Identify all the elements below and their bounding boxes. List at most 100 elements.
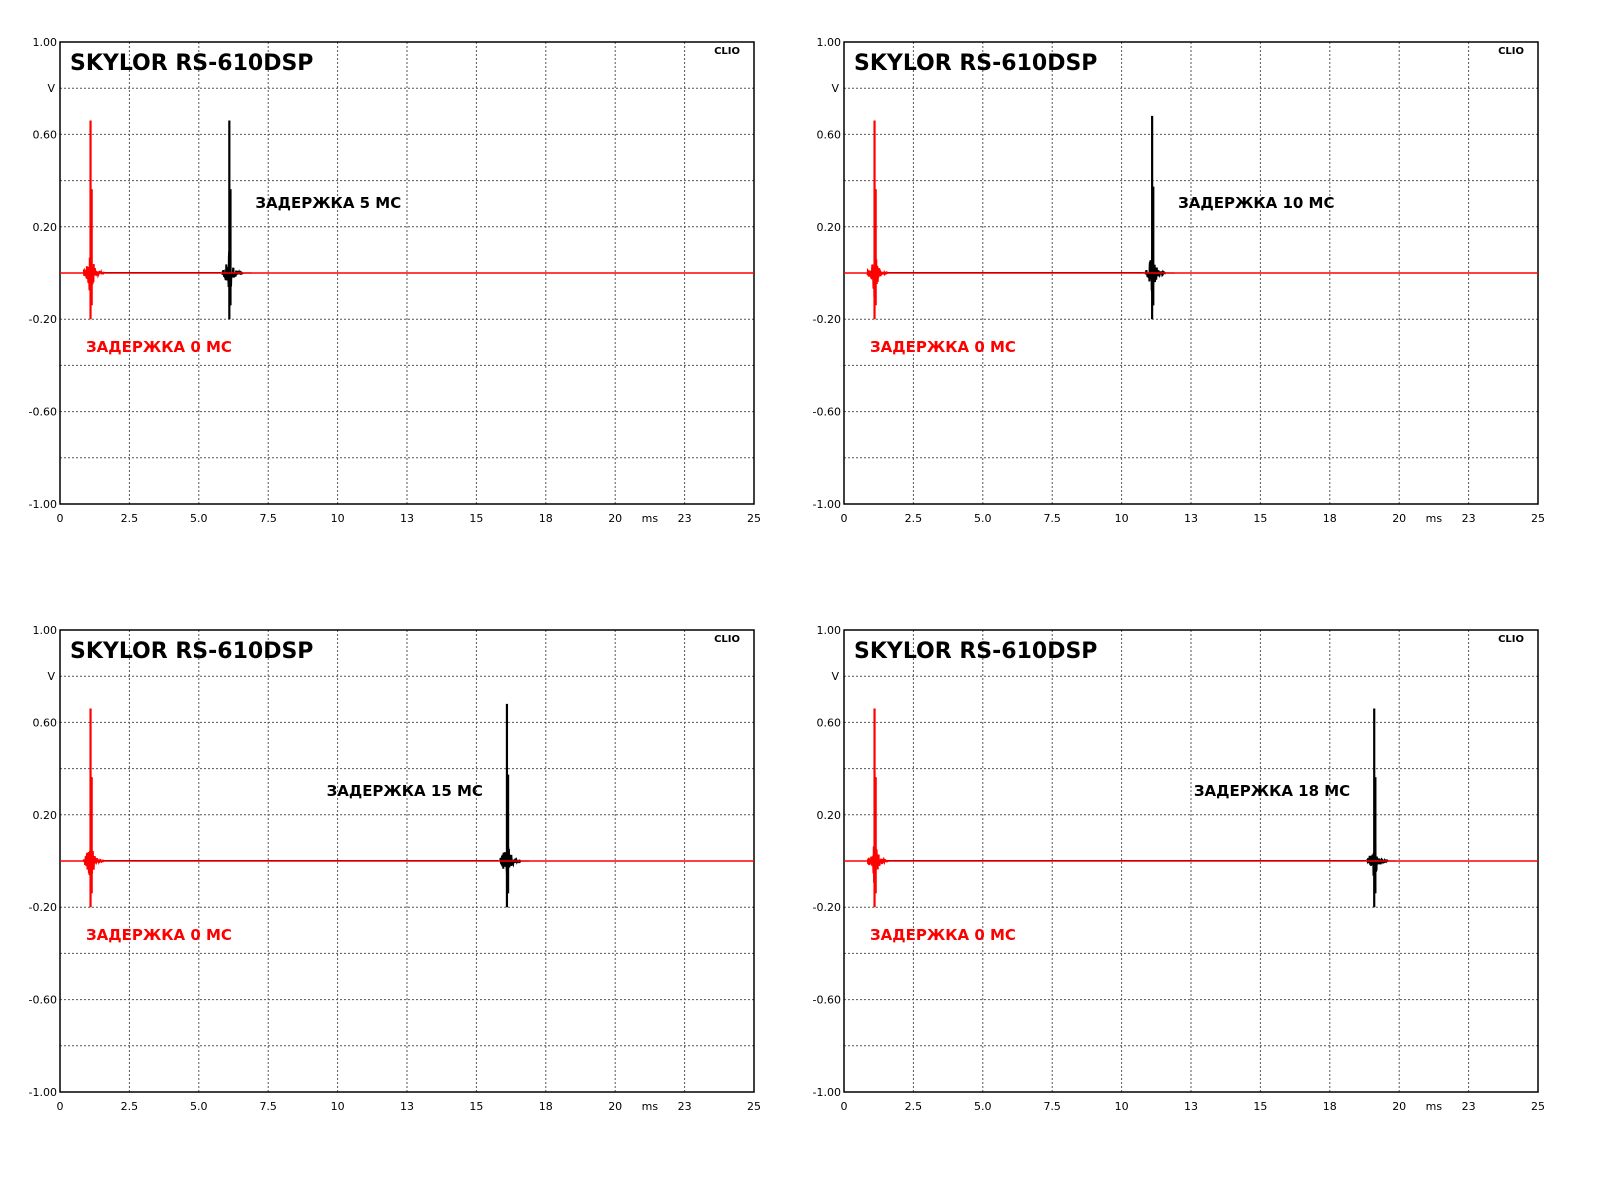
- x-tick-label: 7.5: [1043, 1100, 1061, 1113]
- x-tick-label: 23: [678, 1100, 692, 1113]
- y-tick-label: -0.60: [29, 994, 57, 1007]
- x-tick-label: 20: [1392, 512, 1406, 525]
- x-tick-label: 0: [57, 1100, 64, 1113]
- x-tick-label: 15: [1253, 512, 1267, 525]
- brand-logo: CLIO: [1498, 46, 1524, 57]
- chart-title: SKYLOR RS-610DSP: [854, 51, 1097, 76]
- chart-panel-1: 1.00 0.60 0.20 -0.20 -0.60 -1.00 V 0 2.5 5.0 7.5 10…: [29, 36, 761, 525]
- y-tick-label: -0.20: [813, 313, 841, 326]
- series-label-reference: ЗАДЕРЖКА 0 МС: [870, 926, 1016, 944]
- chart-panel-4: 1.00 0.60 0.20 -0.20 -0.60 -1.00 V 0 2.5 5.0 7.5 10…: [813, 624, 1545, 1113]
- y-tick-label: 0.60: [817, 128, 842, 141]
- y-tick-label: -0.60: [813, 406, 841, 419]
- y-axis-label: V: [47, 82, 55, 95]
- grid-lines: [60, 630, 754, 1092]
- x-tick-label: 18: [539, 512, 553, 525]
- y-tick-label: 0.60: [33, 716, 58, 729]
- x-tick-label: 25: [1531, 512, 1545, 525]
- y-tick-label: -0.60: [29, 406, 57, 419]
- series-label-reference: ЗАДЕРЖКА 0 МС: [86, 926, 232, 944]
- chart-panel-3: 1.00 0.60 0.20 -0.20 -0.60 -1.00 V 0 2.5 5.0 7.5 10…: [29, 624, 761, 1113]
- y-tick-label: 1.00: [817, 36, 842, 49]
- x-tick-label: 25: [1531, 1100, 1545, 1113]
- x-tick-label: 0: [841, 1100, 848, 1113]
- x-tick-label: 23: [1462, 512, 1476, 525]
- x-axis-unit-label: ms: [1426, 512, 1443, 525]
- y-tick-label: -0.20: [813, 901, 841, 914]
- x-tick-label: 13: [400, 1100, 414, 1113]
- x-axis-unit-label: ms: [642, 1100, 659, 1113]
- x-tick-label: 5.0: [190, 512, 208, 525]
- chart-title: SKYLOR RS-610DSP: [854, 639, 1097, 664]
- x-tick-label: 15: [469, 512, 483, 525]
- series-reference: [60, 708, 754, 908]
- series-label-reference: ЗАДЕРЖКА 0 МС: [86, 338, 232, 356]
- y-axis-label: V: [47, 670, 55, 683]
- brand-logo: CLIO: [1498, 634, 1524, 645]
- y-tick-label: 1.00: [33, 36, 58, 49]
- y-tick-label: -0.20: [29, 313, 57, 326]
- x-tick-label: 2.5: [905, 512, 923, 525]
- x-tick-label: 15: [1253, 1100, 1267, 1113]
- grid-lines: [60, 42, 754, 504]
- x-axis-unit-label: ms: [642, 512, 659, 525]
- x-tick-label: 23: [1462, 1100, 1476, 1113]
- y-axis-label: V: [831, 82, 839, 95]
- series-label-delayed: ЗАДЕРЖКА 5 МС: [255, 194, 401, 212]
- y-tick-label: 0.20: [817, 221, 842, 234]
- x-tick-label: 20: [1392, 1100, 1406, 1113]
- y-tick-label: -1.00: [813, 1086, 841, 1099]
- y-axis-label: V: [831, 670, 839, 683]
- x-tick-label: 2.5: [905, 1100, 923, 1113]
- x-tick-label: 0: [57, 512, 64, 525]
- y-tick-label: 0.60: [33, 128, 58, 141]
- y-tick-label: -0.60: [813, 994, 841, 1007]
- x-tick-label: 0: [841, 512, 848, 525]
- y-tick-label: 0.20: [817, 809, 842, 822]
- y-tick-label: -0.20: [29, 901, 57, 914]
- x-tick-label: 7.5: [259, 1100, 277, 1113]
- grid-lines: [844, 630, 1538, 1092]
- x-tick-label: 13: [400, 512, 414, 525]
- series-label-delayed: ЗАДЕРЖКА 10 МС: [1178, 194, 1334, 212]
- series-reference: [60, 120, 754, 320]
- x-tick-label: 10: [331, 512, 345, 525]
- y-tick-label: -1.00: [29, 1086, 57, 1099]
- x-axis-unit-label: ms: [1426, 1100, 1443, 1113]
- y-tick-label: -1.00: [813, 498, 841, 511]
- x-tick-label: 7.5: [1043, 512, 1061, 525]
- brand-logo: CLIO: [714, 634, 740, 645]
- y-tick-label: 1.00: [33, 624, 58, 637]
- y-tick-label: 0.20: [33, 809, 58, 822]
- x-tick-label: 5.0: [974, 1100, 992, 1113]
- series-label-delayed: ЗАДЕРЖКА 15 МС: [327, 782, 483, 800]
- x-tick-label: 20: [608, 512, 622, 525]
- x-tick-label: 18: [1323, 512, 1337, 525]
- brand-logo: CLIO: [714, 46, 740, 57]
- chart-title: SKYLOR RS-610DSP: [70, 639, 313, 664]
- x-tick-label: 2.5: [121, 1100, 139, 1113]
- series-label-reference: ЗАДЕРЖКА 0 МС: [870, 338, 1016, 356]
- x-tick-label: 10: [331, 1100, 345, 1113]
- grid-lines: [844, 42, 1538, 504]
- x-tick-label: 18: [1323, 1100, 1337, 1113]
- x-tick-label: 18: [539, 1100, 553, 1113]
- x-tick-label: 2.5: [121, 512, 139, 525]
- x-tick-label: 15: [469, 1100, 483, 1113]
- series-reference: [844, 708, 1538, 908]
- x-tick-label: 23: [678, 512, 692, 525]
- x-tick-label: 5.0: [974, 512, 992, 525]
- chart-panel-2: 1.00 0.60 0.20 -0.20 -0.60 -1.00 V 0 2.5 5.0 7.5 10…: [813, 36, 1545, 525]
- x-tick-label: 13: [1184, 512, 1198, 525]
- x-tick-label: 10: [1115, 512, 1129, 525]
- chart-title: SKYLOR RS-610DSP: [70, 51, 313, 76]
- x-tick-label: 5.0: [190, 1100, 208, 1113]
- x-tick-label: 13: [1184, 1100, 1198, 1113]
- x-tick-label: 20: [608, 1100, 622, 1113]
- x-tick-label: 25: [747, 512, 761, 525]
- x-tick-label: 7.5: [259, 512, 277, 525]
- series-label-delayed: ЗАДЕРЖКА 18 МС: [1194, 782, 1350, 800]
- y-tick-label: 1.00: [817, 624, 842, 637]
- y-tick-label: 0.60: [817, 716, 842, 729]
